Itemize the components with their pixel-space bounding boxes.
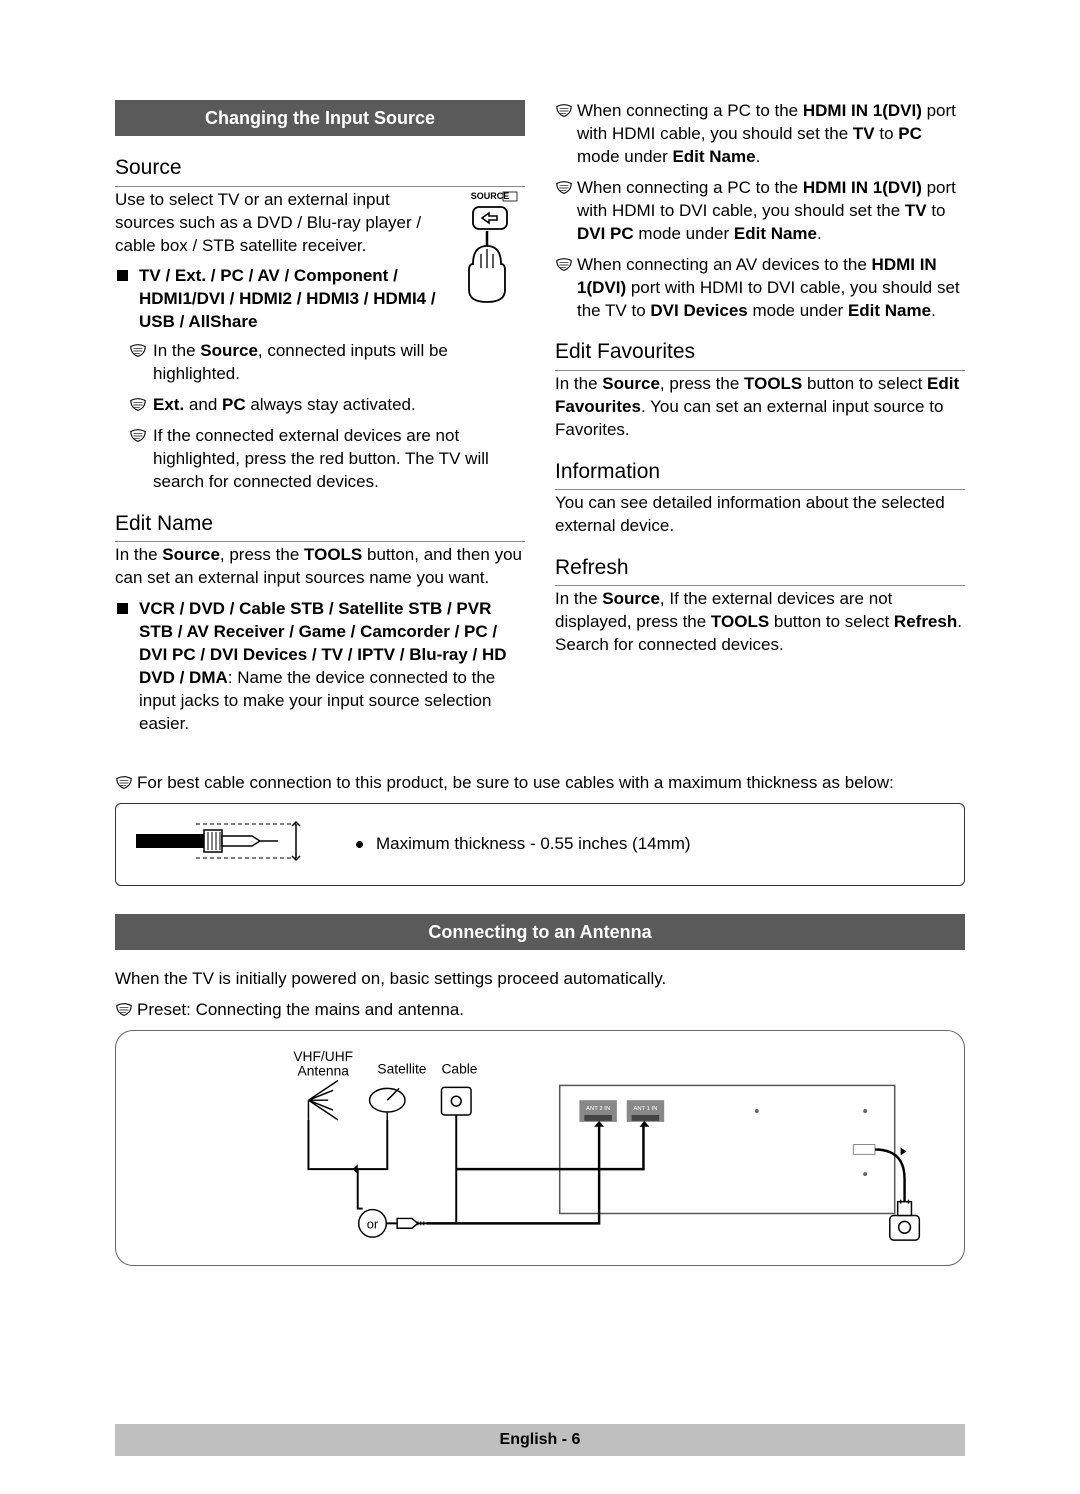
note-icon: [129, 342, 147, 365]
note-icon: [555, 179, 573, 202]
note-ext-pc: Ext. and PC always stay activated.: [115, 394, 525, 417]
note3-text: If the connected external devices are no…: [153, 426, 489, 491]
cable-note-text: For best cable connection to this produc…: [137, 773, 894, 792]
t: Edit Name: [672, 147, 755, 166]
t: DVI Devices: [650, 301, 747, 320]
t: button to select: [802, 374, 927, 393]
t: mode under: [748, 301, 848, 320]
antenna-diagram-box: VHF/UHF Antenna Satellite Cable: [115, 1030, 965, 1266]
input-list: TV / Ext. / PC / AV / Component / HDMI1/…: [115, 265, 525, 334]
t: When connecting a PC to the: [577, 101, 803, 120]
note-red-button: If the connected external devices are no…: [115, 425, 525, 494]
t: , press the: [220, 545, 304, 564]
t: When connecting an AV devices to the: [577, 255, 872, 274]
svg-text:VHF/UHF: VHF/UHF: [293, 1049, 353, 1064]
editname-intro: In the Source, press the TOOLS button, a…: [115, 544, 525, 590]
editfav-text: In the Source, press the TOOLS button to…: [555, 373, 965, 442]
information-text: You can see detailed information about t…: [555, 492, 965, 538]
svg-text:Satellite: Satellite: [377, 1061, 426, 1076]
t: mode under: [577, 147, 672, 166]
note1-b: Source: [200, 341, 258, 360]
note-cable-thickness: For best cable connection to this produc…: [115, 772, 965, 795]
note-icon: [129, 396, 147, 419]
t: HDMI IN 1(DVI): [803, 101, 922, 120]
refresh-text: In the Source, If the external devices a…: [555, 588, 965, 657]
note-icon: [555, 256, 573, 279]
t: PC: [898, 124, 922, 143]
t: , press the: [660, 374, 744, 393]
t: .: [817, 224, 822, 243]
heading-information: Information: [555, 458, 965, 490]
note-hdmi-dvi-devices: When connecting an AV devices to the HDM…: [555, 254, 965, 323]
svg-text:ANT 2 IN: ANT 2 IN: [586, 1106, 610, 1112]
heading-edit-favourites: Edit Favourites: [555, 338, 965, 370]
heading-source: Source: [115, 154, 525, 186]
note-hdmi-pc: When connecting a PC to the HDMI IN 1(DV…: [555, 100, 965, 169]
source-intro-block: SOURCE Use to select TV or an external i…: [115, 189, 525, 335]
note-icon: [555, 102, 573, 125]
cable-thickness-text: Maximum thickness - 0.55 inches (14mm): [356, 833, 691, 856]
right-column: When connecting a PC to the HDMI IN 1(DV…: [555, 100, 965, 742]
t: Source: [162, 545, 220, 564]
t: TOOLS: [744, 374, 802, 393]
cable-thickness-box: Maximum thickness - 0.55 inches (14mm): [115, 803, 965, 886]
t: TOOLS: [304, 545, 362, 564]
t: TOOLS: [711, 612, 769, 631]
t: button to select: [769, 612, 894, 631]
note-source-highlighted: In the Source, connected inputs will be …: [115, 340, 525, 386]
t: When connecting a PC to the: [577, 178, 803, 197]
note2-b1: Ext.: [153, 395, 184, 414]
t: In the: [115, 545, 162, 564]
note1-pre: In the: [153, 341, 200, 360]
heading-refresh: Refresh: [555, 554, 965, 586]
t: Refresh: [894, 612, 957, 631]
page-footer: English - 6: [115, 1424, 965, 1456]
section-heading-antenna: Connecting to an Antenna: [115, 914, 965, 950]
t: TV: [905, 201, 927, 220]
note-icon: [115, 774, 133, 797]
t: TV: [853, 124, 875, 143]
svg-text:or: or: [367, 1216, 379, 1231]
section-heading-input-source: Changing the Input Source: [115, 100, 525, 136]
preset-text: Preset: Connecting the mains and antenna…: [137, 1000, 464, 1019]
t: Edit Name: [848, 301, 931, 320]
t: Edit Name: [734, 224, 817, 243]
device-name-list: VCR / DVD / Cable STB / Satellite STB / …: [115, 598, 525, 736]
note2-b2: PC: [222, 395, 246, 414]
t: Source: [602, 589, 660, 608]
svg-text:ANT 1 IN: ANT 1 IN: [633, 1106, 657, 1112]
t: mode under: [634, 224, 734, 243]
t: DVI PC: [577, 224, 634, 243]
t: .: [756, 147, 761, 166]
svg-text:Cable: Cable: [441, 1061, 477, 1076]
left-column: Changing the Input Source Source SOURCE …: [115, 100, 525, 742]
source-label-text: SOURCE: [471, 191, 510, 201]
t: HDMI IN 1(DVI): [803, 178, 922, 197]
note2-post: always stay activated.: [246, 395, 416, 414]
t: Source: [602, 374, 660, 393]
note-hdmi-dvi-pc: When connecting a PC to the HDMI IN 1(DV…: [555, 177, 965, 246]
cable-diagram: [136, 816, 316, 873]
note2-mid: and: [184, 395, 222, 414]
heading-edit-name: Edit Name: [115, 510, 525, 542]
t: to: [875, 124, 899, 143]
antenna-diagram: VHF/UHF Antenna Satellite Cable: [136, 1046, 944, 1243]
t: In the: [555, 589, 602, 608]
note-icon: [115, 1001, 133, 1024]
t: to: [927, 201, 946, 220]
svg-text:Antenna: Antenna: [298, 1063, 350, 1078]
note-icon: [129, 427, 147, 450]
t: In the: [555, 374, 602, 393]
page: Changing the Input Source Source SOURCE …: [0, 0, 1080, 1306]
antenna-intro: When the TV is initially powered on, bas…: [115, 968, 965, 991]
note-preset: Preset: Connecting the mains and antenna…: [115, 999, 965, 1022]
two-column-layout: Changing the Input Source Source SOURCE …: [115, 100, 965, 742]
t: .: [931, 301, 936, 320]
